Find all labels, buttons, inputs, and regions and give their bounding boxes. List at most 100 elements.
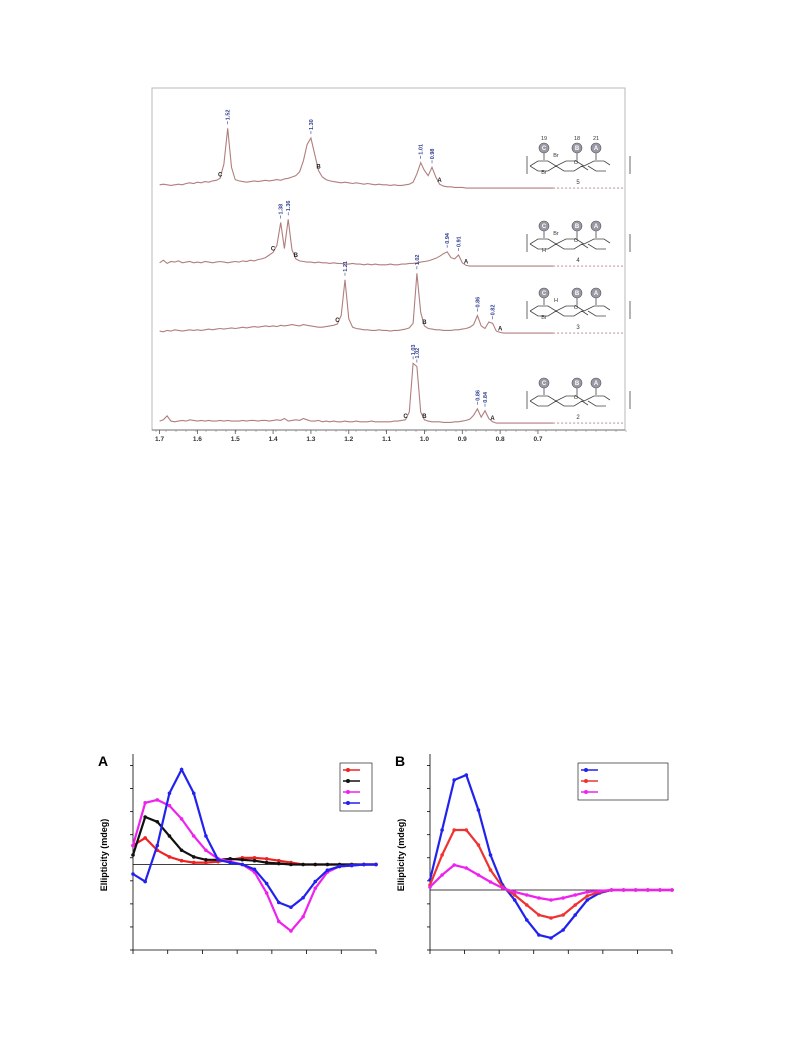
data-point xyxy=(585,890,590,894)
data-point xyxy=(646,888,650,892)
panel-label: B xyxy=(395,753,405,769)
group-letter: A xyxy=(594,381,599,387)
peak-label: 1.38 xyxy=(279,204,285,215)
peak-assignment: C xyxy=(335,318,340,324)
compound-number: 4 xyxy=(576,258,580,264)
data-point xyxy=(633,888,638,892)
data-point xyxy=(325,862,330,867)
data-point xyxy=(561,913,565,917)
panel-label: A xyxy=(98,753,108,769)
legend-marker xyxy=(584,768,588,772)
group-circle xyxy=(571,220,583,232)
data-point xyxy=(549,916,553,920)
data-point xyxy=(488,868,493,872)
data-point xyxy=(264,891,269,895)
peak-assignment: A xyxy=(498,326,503,332)
group-circle xyxy=(571,142,583,154)
data-point xyxy=(525,918,529,922)
x-tick-label: 1.2 xyxy=(344,436,353,443)
peak-label: 0.91 xyxy=(457,236,463,247)
carbon-number: 19 xyxy=(541,136,547,142)
group-letter: B xyxy=(575,224,580,230)
group-letter: C xyxy=(542,224,547,230)
data-point xyxy=(621,888,626,892)
substituent: O xyxy=(574,305,579,311)
data-point xyxy=(216,857,220,862)
data-point xyxy=(301,895,305,900)
peak-label: 0.94 xyxy=(445,232,451,244)
data-point xyxy=(143,879,147,884)
data-point xyxy=(167,791,172,796)
y-axis-label: Ellipticity (mdeg) xyxy=(396,819,406,892)
data-point xyxy=(131,843,135,848)
data-point xyxy=(313,862,318,867)
data-point xyxy=(512,893,517,897)
data-point xyxy=(452,828,457,832)
cd-curve xyxy=(132,767,376,909)
peak-label: 1.01 xyxy=(419,144,425,155)
data-point xyxy=(155,819,160,824)
group-letter: A xyxy=(594,146,599,152)
group-circle xyxy=(590,377,602,389)
x-tick-label: 1.1 xyxy=(382,436,391,443)
x-tick-label: 0.7 xyxy=(533,436,542,443)
legend-marker xyxy=(346,779,350,783)
data-point xyxy=(440,873,444,877)
data-point xyxy=(277,861,281,866)
data-point xyxy=(204,857,208,862)
structure-rings xyxy=(526,301,631,319)
structure-rings xyxy=(526,234,631,252)
x-tick-label: 0.8 xyxy=(496,436,505,443)
compound-number: 3 xyxy=(576,325,580,331)
data-point xyxy=(277,900,281,905)
substituent: Br xyxy=(541,170,547,176)
data-point xyxy=(362,862,366,867)
compound-number: 2 xyxy=(576,415,580,421)
data-point xyxy=(549,936,553,940)
data-point xyxy=(228,857,232,861)
data-point xyxy=(155,843,160,848)
data-point xyxy=(204,834,208,838)
plot-frame xyxy=(151,87,626,431)
data-point xyxy=(191,860,196,865)
data-point xyxy=(191,834,196,838)
substituent: O xyxy=(574,160,579,166)
group-letter: B xyxy=(575,291,580,297)
peak-assignment: B xyxy=(422,320,427,326)
x-tick-label: 1.7 xyxy=(155,436,164,443)
data-point xyxy=(143,800,147,805)
data-point xyxy=(573,893,577,897)
peak-assignment: C xyxy=(403,414,408,420)
group-circle xyxy=(538,287,550,299)
data-point xyxy=(476,808,481,812)
data-point xyxy=(179,858,184,863)
carbon-number: 18 xyxy=(574,136,580,142)
data-point xyxy=(313,879,318,884)
substituent: H xyxy=(542,248,546,254)
group-circle xyxy=(571,377,583,389)
legend-marker xyxy=(346,801,350,805)
data-point xyxy=(228,860,232,865)
peak-assignment: B xyxy=(316,165,321,171)
substituent: H xyxy=(554,298,558,304)
data-point xyxy=(525,893,529,897)
data-point xyxy=(191,791,196,796)
data-point xyxy=(537,896,541,900)
data-point xyxy=(252,856,257,860)
data-point xyxy=(440,828,444,832)
x-tick-label: 1.0 xyxy=(420,436,429,443)
group-letter: B xyxy=(575,146,580,152)
cd-curve xyxy=(428,828,672,920)
data-point xyxy=(452,863,457,867)
data-point xyxy=(597,889,602,893)
data-point xyxy=(301,914,305,919)
substituent: Br xyxy=(553,231,559,237)
structure-rings xyxy=(526,391,631,409)
data-point xyxy=(337,864,342,869)
data-point xyxy=(440,853,444,857)
group-circle xyxy=(538,377,550,389)
peak-label: 1.52 xyxy=(226,110,232,121)
data-point xyxy=(277,919,281,924)
x-tick-label: 1.6 xyxy=(193,436,202,443)
